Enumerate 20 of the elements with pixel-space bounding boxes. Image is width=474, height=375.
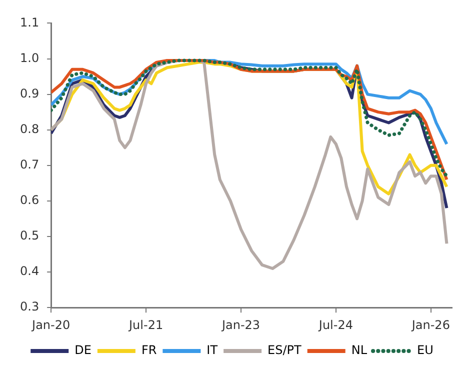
y-tick-label: 0.6 — [20, 193, 40, 208]
x-tick-label: Jan-20 — [31, 318, 70, 332]
y-tick-label: 0.3 — [20, 300, 40, 314]
y-tick-label: 1.1 — [20, 15, 40, 30]
y-tick-label: 0.5 — [20, 228, 40, 243]
legend-label: EU — [417, 343, 434, 358]
y-tick-label: 1.0 — [20, 50, 40, 65]
x-tick-label: Jan-23 — [220, 318, 260, 332]
y-tick-label: 0.4 — [20, 264, 40, 278]
legend-label: ES/PT — [268, 343, 302, 358]
legend-label: DE — [74, 343, 92, 358]
legend-label: NL — [351, 343, 368, 358]
x-tick-label: Jan-26 — [410, 318, 450, 332]
legend-label: FR — [141, 343, 157, 358]
y-tick-label: 0.7 — [20, 158, 40, 172]
x-tick-label: Jul-21 — [128, 318, 164, 332]
y-tick-label: 0.8 — [20, 122, 40, 136]
y-tick-label: 0.9 — [20, 86, 40, 100]
legend-label: IT — [206, 343, 218, 358]
x-tick-label: Jul-24 — [318, 318, 353, 332]
